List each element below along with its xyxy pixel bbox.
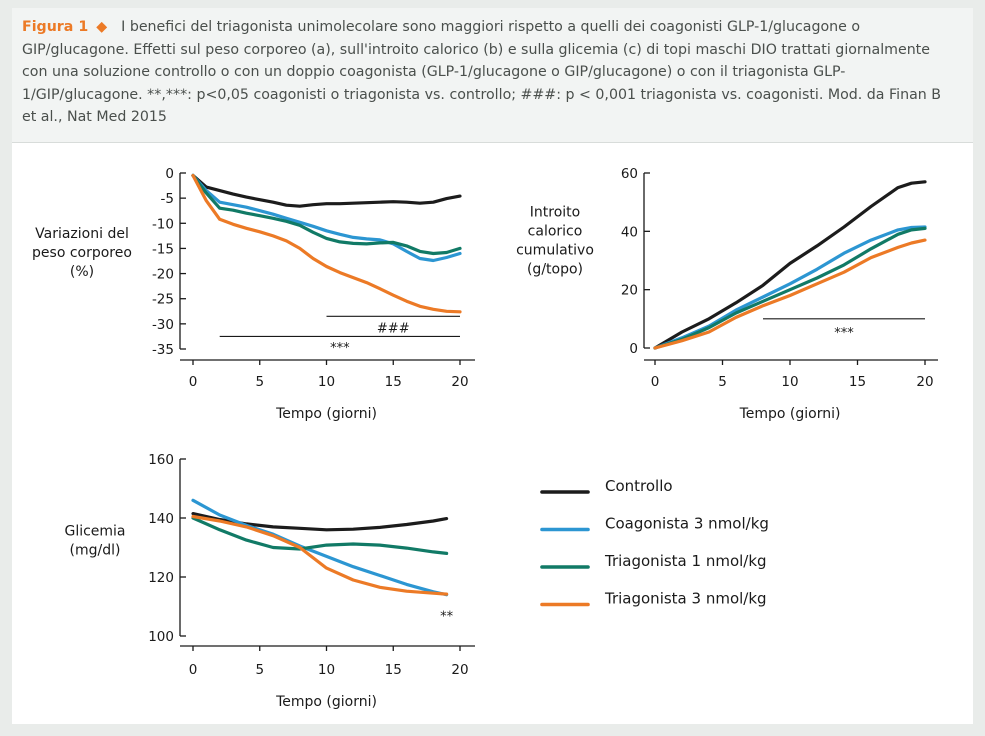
chart-panel-a: 0 -5 -10 -15 -20 -25 -30 -35 0 5 10 15 20 Tempo (gior… — [32, 166, 475, 422]
x-tick-label: 10 — [318, 662, 335, 678]
chart-panel-b: 0 20 40 60 0 5 10 15 20 Tempo (giorni) Introito cal… — [516, 166, 938, 422]
significance-label: *** — [330, 341, 350, 356]
series-line-controllo — [653, 180, 927, 350]
figure-card: Figura 1 ◆ I benefici del triagonista unim… — [12, 8, 973, 724]
caption-box: Figura 1 ◆ I benefici del triagonista unim… — [12, 8, 973, 143]
legend-label: Controllo — [605, 477, 673, 495]
series-line-coagonista-3-nmol-kg — [653, 225, 927, 350]
caption-text: I benefici del triagonista unimolecolare… — [22, 19, 941, 126]
series-line-triagonista-1-nmol-kg — [191, 173, 462, 256]
x-tick-label: 10 — [781, 374, 798, 390]
series-line-triagonista-3-nmol-kg — [191, 173, 462, 314]
y-tick-label: -10 — [152, 216, 174, 232]
y-tick-label: 20 — [621, 283, 638, 299]
x-tick-label: 0 — [189, 374, 198, 390]
legend: Controllo Coagonista 3 nmol/kg Triagonista… — [540, 477, 769, 608]
x-tick-label: 15 — [385, 374, 402, 390]
y-tick-label: -20 — [152, 267, 174, 283]
y-axis-title: Variazioni del peso corporeo (%) — [32, 226, 132, 280]
chart-panel-c: 100 120 140 160 0 5 10 15 20 Tempo (giorni) Glicem… — [64, 452, 475, 710]
y-axis-title: Glicemia (mg/dl) — [64, 524, 125, 559]
x-tick-label: 10 — [318, 374, 335, 390]
x-tick-label: 0 — [651, 374, 660, 390]
legend-label: Triagonista 3 nmol/kg — [604, 590, 767, 608]
y-tick-label: 0 — [629, 341, 638, 357]
x-tick-label: 0 — [189, 662, 198, 678]
significance-label: ### — [377, 321, 410, 336]
y-tick-label: 40 — [621, 224, 638, 240]
y-tick-label: 60 — [621, 166, 638, 182]
legend-label: Coagonista 3 nmol/kg — [605, 515, 769, 533]
figure-caption: Figura 1 ◆ I benefici del triagonista unim… — [22, 16, 957, 129]
x-tick-label: 20 — [451, 662, 468, 678]
x-axis-title: Tempo (giorni) — [739, 406, 841, 422]
significance-label: ** — [440, 609, 454, 624]
series-line-coagonista-3-nmol-kg — [191, 173, 462, 263]
series-line-triagonista-1-nmol-kg — [653, 226, 927, 350]
y-axis-title: Introito calorico cumulativo (g/topo) — [516, 205, 594, 278]
series-line-triagonista-3-nmol-kg — [191, 514, 449, 596]
series-line-controllo — [191, 173, 462, 208]
series-line-triagonista-3-nmol-kg — [653, 238, 927, 350]
series-line-coagonista-3-nmol-kg — [191, 498, 449, 597]
series-line-triagonista-1-nmol-kg — [191, 516, 449, 556]
y-tick-label: 0 — [165, 166, 174, 182]
legend-label: Triagonista 1 nmol/kg — [604, 552, 767, 570]
series-line-controllo — [191, 511, 449, 532]
figure-label: Figura 1 — [22, 19, 89, 35]
y-tick-label: -30 — [152, 317, 174, 333]
y-tick-label: 100 — [148, 629, 174, 645]
x-axis-title: Tempo (giorni) — [275, 406, 377, 422]
y-tick-label: 160 — [148, 452, 174, 468]
diamond-icon: ◆ — [96, 19, 108, 35]
y-tick-label: -25 — [152, 292, 174, 308]
x-tick-label: 5 — [718, 374, 727, 390]
x-tick-label: 20 — [916, 374, 933, 390]
x-tick-label: 15 — [849, 374, 866, 390]
y-tick-label: -15 — [152, 241, 174, 257]
y-tick-label: 120 — [148, 570, 174, 586]
y-tick-label: 140 — [148, 511, 174, 527]
x-tick-label: 5 — [255, 374, 264, 390]
x-tick-label: 15 — [385, 662, 402, 678]
x-tick-label: 5 — [255, 662, 264, 678]
x-tick-label: 20 — [451, 374, 468, 390]
x-axis-title: Tempo (giorni) — [275, 694, 377, 710]
significance-label: *** — [834, 326, 854, 341]
y-tick-label: -35 — [152, 342, 174, 358]
y-tick-label: -5 — [161, 191, 174, 207]
